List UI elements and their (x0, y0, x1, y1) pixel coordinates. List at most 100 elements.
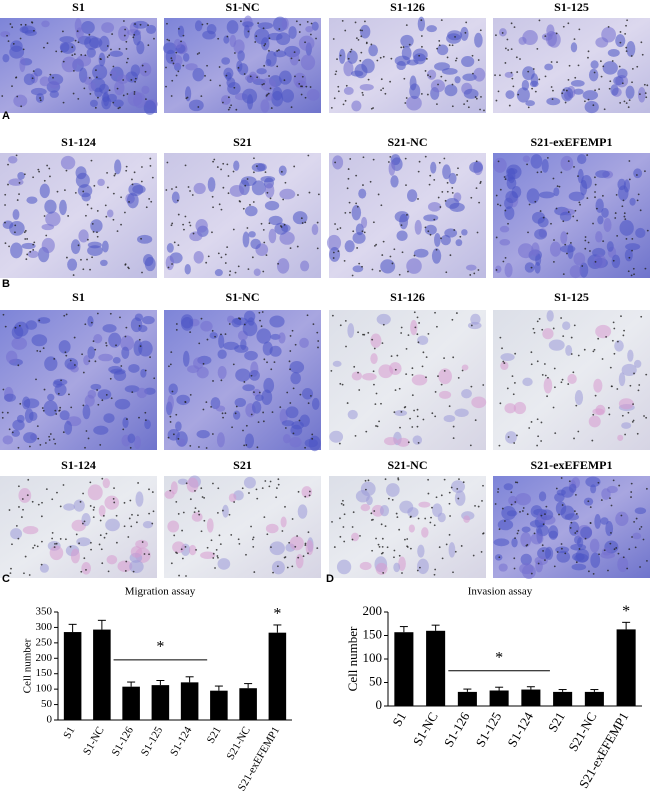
cell (184, 86, 192, 102)
cell (295, 553, 304, 569)
pore (218, 203, 221, 206)
pore (257, 22, 260, 25)
pore (280, 170, 283, 173)
pore (311, 437, 314, 440)
cell (120, 335, 135, 351)
cell (278, 70, 292, 85)
pore (105, 215, 108, 218)
pore (35, 378, 37, 381)
pore (300, 93, 303, 96)
pore (446, 181, 449, 184)
pore (504, 47, 507, 50)
pore (403, 77, 406, 80)
cell (83, 355, 91, 366)
pore (116, 87, 119, 90)
cell (418, 501, 431, 508)
pore (53, 357, 56, 360)
cell (338, 48, 346, 64)
cell (441, 68, 458, 75)
pore (133, 91, 136, 93)
pore (36, 425, 39, 428)
pore (120, 365, 123, 367)
pore (143, 553, 146, 555)
pore (310, 22, 313, 25)
pore (262, 228, 265, 231)
pore (89, 541, 92, 544)
pore (584, 537, 587, 540)
pore (482, 384, 485, 386)
cell (500, 353, 515, 362)
pore (474, 504, 476, 507)
pore (416, 415, 419, 418)
pore (189, 444, 192, 447)
pore (374, 244, 376, 247)
pore (545, 505, 548, 508)
cell (615, 34, 626, 48)
pore (530, 572, 533, 575)
x-tick-label: S1 (61, 725, 77, 741)
pore (589, 506, 592, 509)
pore (279, 406, 282, 409)
pore (644, 170, 646, 173)
pore (227, 108, 230, 111)
pore (370, 107, 373, 110)
pore (621, 82, 624, 85)
pore (553, 239, 555, 241)
cell (474, 32, 483, 48)
pore (49, 433, 52, 435)
pore (359, 29, 362, 32)
cell (30, 87, 47, 96)
cell (595, 324, 612, 339)
pore (512, 393, 515, 396)
pore (540, 514, 543, 517)
pore (127, 536, 130, 538)
panel-label: A (2, 110, 10, 122)
y-tick-label: 350 (36, 606, 53, 618)
pore (433, 218, 436, 221)
pore (597, 481, 600, 484)
pore (232, 363, 235, 366)
pore (594, 196, 596, 199)
pore (577, 430, 580, 433)
pore (148, 198, 151, 200)
pore (497, 160, 500, 163)
pore (89, 505, 92, 507)
pore (344, 319, 347, 322)
pore (413, 254, 416, 257)
cell (217, 558, 231, 570)
pore (49, 73, 52, 76)
pore (576, 530, 579, 533)
cell (427, 202, 442, 212)
micrograph (0, 476, 157, 578)
pore (224, 253, 227, 256)
pore (99, 519, 102, 522)
pore (646, 84, 649, 87)
bar (489, 690, 509, 706)
cell (351, 100, 362, 112)
pore (511, 77, 514, 80)
pore (48, 167, 51, 170)
cell (223, 341, 239, 350)
pore (111, 33, 114, 35)
pore (342, 103, 345, 106)
pore (427, 74, 429, 77)
cell (82, 404, 91, 420)
cell (438, 368, 452, 385)
pore (574, 76, 577, 79)
pore (289, 368, 291, 371)
pore (451, 105, 454, 108)
pore (14, 231, 16, 234)
cell (118, 25, 130, 42)
pore (372, 221, 375, 224)
pore (4, 204, 6, 206)
pore (72, 92, 75, 95)
pore (605, 335, 608, 338)
pore (291, 518, 294, 520)
pore (526, 543, 529, 546)
pore (457, 497, 460, 500)
pore (622, 556, 625, 559)
pore (83, 557, 86, 560)
pore (84, 323, 87, 326)
pore (344, 99, 347, 102)
